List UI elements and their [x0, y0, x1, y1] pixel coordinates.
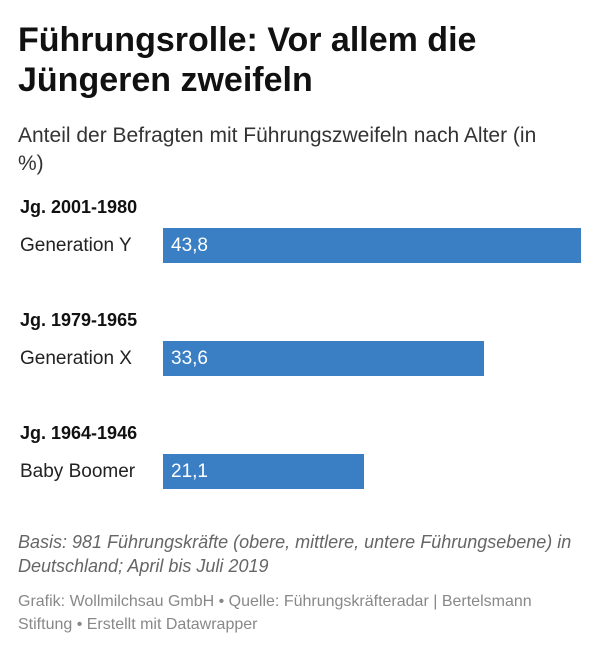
- chart-subtitle: Anteil der Befragten mit Führungszweifel…: [18, 124, 537, 175]
- category-label: Baby Boomer: [20, 461, 136, 482]
- category-label: Generation X: [20, 348, 132, 369]
- bar: 43,8: [163, 228, 581, 263]
- bar-value-label: 43,8: [171, 235, 208, 256]
- category-label: Generation Y: [20, 235, 132, 256]
- bar-group: Jg. 2001-1980 Generation Y 43,8: [18, 196, 582, 278]
- bar-group: Jg. 1979-1965 Generation X 33,6: [18, 309, 582, 391]
- group-label: Jg. 1964-1946: [20, 423, 138, 443]
- bar-value-label: 33,6: [171, 348, 208, 369]
- bar-chart: Jg. 2001-1980 Generation Y 43,8 Jg. 1979-19…: [18, 196, 582, 496]
- bar: 33,6: [163, 341, 484, 376]
- chart-notes: Basis: 981 Führungskräfte (obere, mittle…: [18, 532, 572, 576]
- group-label: Jg. 1979-1965: [20, 310, 138, 330]
- bar: 21,1: [163, 454, 365, 489]
- group-label: Jg. 2001-1980: [20, 197, 138, 217]
- bar-group: Jg. 1964-1946 Baby Boomer 21,1: [18, 422, 582, 504]
- chart-footer: Grafik: Wollmilchsau GmbH • Quelle: Führ…: [18, 593, 532, 633]
- bar-value-label: 21,1: [171, 461, 208, 482]
- chart-title: Führungsrolle: Vor allem die Jüngeren zw…: [18, 21, 477, 99]
